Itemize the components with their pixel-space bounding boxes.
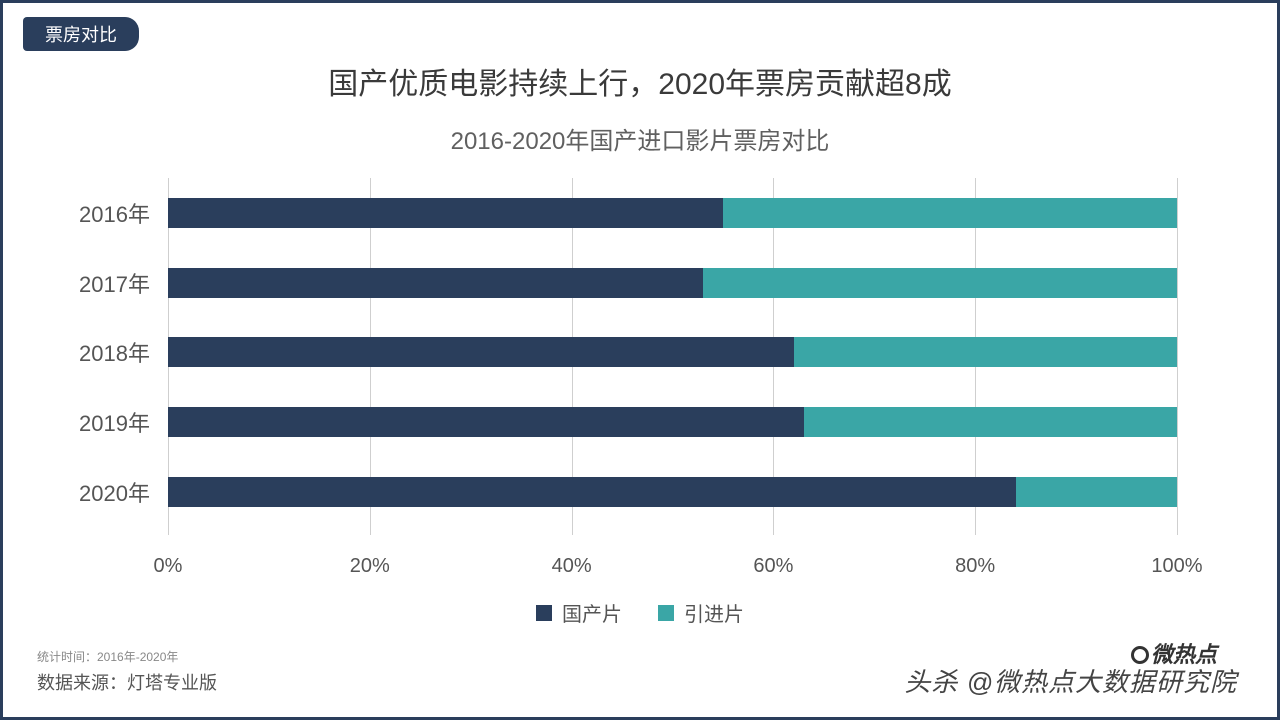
y-axis-label: 2019年 bbox=[63, 406, 168, 438]
legend-item: 引进片 bbox=[658, 598, 744, 627]
bar-segment bbox=[794, 337, 1177, 367]
x-axis-label: 60% bbox=[753, 555, 793, 578]
chart-area: 2016年 2017年 2018年 2019年 2020年 bbox=[63, 178, 1177, 527]
bar-row: 2017年 bbox=[63, 248, 1177, 318]
section-tab-label: 票房对比 bbox=[45, 25, 117, 45]
legend-item: 国产片 bbox=[536, 598, 622, 627]
x-axis-label: 100% bbox=[1151, 555, 1202, 578]
bar-segment bbox=[168, 268, 703, 298]
bar-segment bbox=[1016, 477, 1177, 507]
bar-segment bbox=[168, 477, 1016, 507]
section-tab: 票房对比 bbox=[23, 17, 139, 51]
bar-segment bbox=[168, 407, 804, 437]
data-source: 数据来源：灯塔专业版 bbox=[37, 669, 217, 695]
legend-swatch bbox=[536, 605, 552, 621]
bar-track bbox=[168, 337, 1177, 367]
x-axis-label: 40% bbox=[552, 555, 592, 578]
chart-subtitle: 2016-2020年国产进口影片票房对比 bbox=[3, 121, 1277, 156]
y-axis-label: 2018年 bbox=[63, 336, 168, 368]
bar-segment bbox=[168, 198, 723, 228]
bar-row: 2016年 bbox=[63, 178, 1177, 248]
x-axis-label: 0% bbox=[154, 555, 183, 578]
chart-frame: 票房对比 国产优质电影持续上行，2020年票房贡献超8成 2016-2020年国… bbox=[0, 0, 1280, 720]
bar-row: 2020年 bbox=[63, 457, 1177, 527]
bar-segment bbox=[804, 407, 1177, 437]
bar-segment bbox=[723, 198, 1177, 228]
legend-label: 引进片 bbox=[684, 598, 744, 627]
y-axis-label: 2017年 bbox=[63, 267, 168, 299]
bar-track bbox=[168, 477, 1177, 507]
bar-segment bbox=[703, 268, 1177, 298]
y-axis-label: 2020年 bbox=[63, 476, 168, 508]
bar-track bbox=[168, 268, 1177, 298]
bar-track bbox=[168, 198, 1177, 228]
stat-period: 统计时间：2016年-2020年 bbox=[37, 648, 178, 665]
bar-track bbox=[168, 407, 1177, 437]
bar-segment bbox=[168, 337, 794, 367]
attribution-text: 头杀 @微热点大数据研究院 bbox=[904, 662, 1237, 699]
legend-label: 国产片 bbox=[562, 598, 622, 627]
x-axis-label: 20% bbox=[350, 555, 390, 578]
legend-swatch bbox=[658, 605, 674, 621]
bar-row: 2019年 bbox=[63, 387, 1177, 457]
legend: 国产片 引进片 bbox=[3, 598, 1277, 627]
chart-title: 国产优质电影持续上行，2020年票房贡献超8成 bbox=[3, 59, 1277, 103]
x-axis-label: 80% bbox=[955, 555, 995, 578]
y-axis-label: 2016年 bbox=[63, 197, 168, 229]
grid-line bbox=[1177, 178, 1178, 535]
bar-row: 2018年 bbox=[63, 318, 1177, 388]
